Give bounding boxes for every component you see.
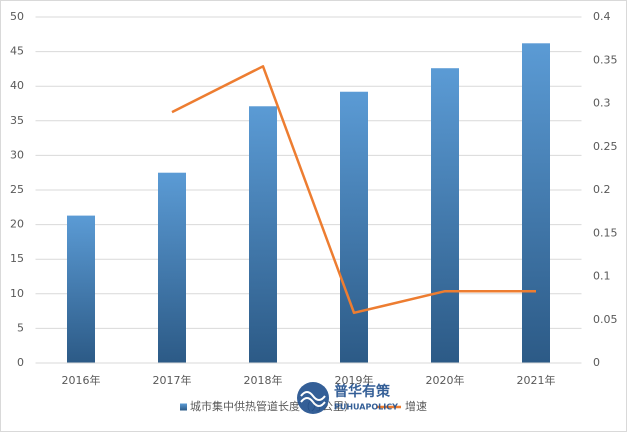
legend-label: 增速 [405,399,427,413]
y2-tick-label: 0.3 [593,97,611,110]
watermark: 普华有策 PUHUAPOLICY [297,382,398,414]
y-tick-label: 40 [10,79,24,92]
plot-area: 0 5 10 15 20 25 30 35 40 45 50 0 0.05 0.1 0.15 0.2 0.25 0… [10,10,618,413]
bar [431,68,459,363]
y-tick-label: 30 [10,148,24,161]
watermark-subtitle: PUHUAPOLICY [334,403,398,412]
y2-tick-label: 0.15 [593,226,618,239]
y2-tick-label: 0.4 [593,10,611,23]
y-tick-label: 15 [10,252,24,265]
x-tick-label: 2018年 [244,373,283,387]
bar [340,91,368,364]
y2-tick-label: 0 [593,356,600,369]
legend-swatch [180,403,187,411]
watermark-title: 普华有策 [334,383,391,400]
x-tick-label: 2017年 [153,373,192,387]
y-tick-label: 50 [10,10,24,23]
watermark-logo-wave [300,391,326,407]
y-tick-label: 20 [10,218,24,231]
x-tick-label: 2016年 [62,373,101,387]
y2-tick-label: 0.35 [593,53,618,66]
y-tick-label: 35 [10,114,24,127]
bar [158,172,186,363]
y2-tick-label: 0.25 [593,140,618,153]
y-tick-label: 25 [10,183,24,196]
x-tick-label: 2020年 [426,373,465,387]
x-tick-label: 2019年 [335,373,374,387]
legend-label: 城市集中供热管道长度（万公里） [190,399,355,413]
y-tick-label: 10 [10,287,24,300]
y-tick-label: 45 [10,45,24,58]
line [171,65,536,315]
bar [67,215,95,363]
x-tick-label: 2021年 [517,373,556,387]
y-tick-label: 5 [17,321,24,334]
bar [522,43,550,364]
y2-tick-label: 0.2 [593,183,611,196]
y2-tick-label: 0.05 [593,313,618,326]
bar [249,106,277,363]
y2-tick-label: 0.1 [593,270,611,283]
y-tick-label: 0 [17,356,24,369]
